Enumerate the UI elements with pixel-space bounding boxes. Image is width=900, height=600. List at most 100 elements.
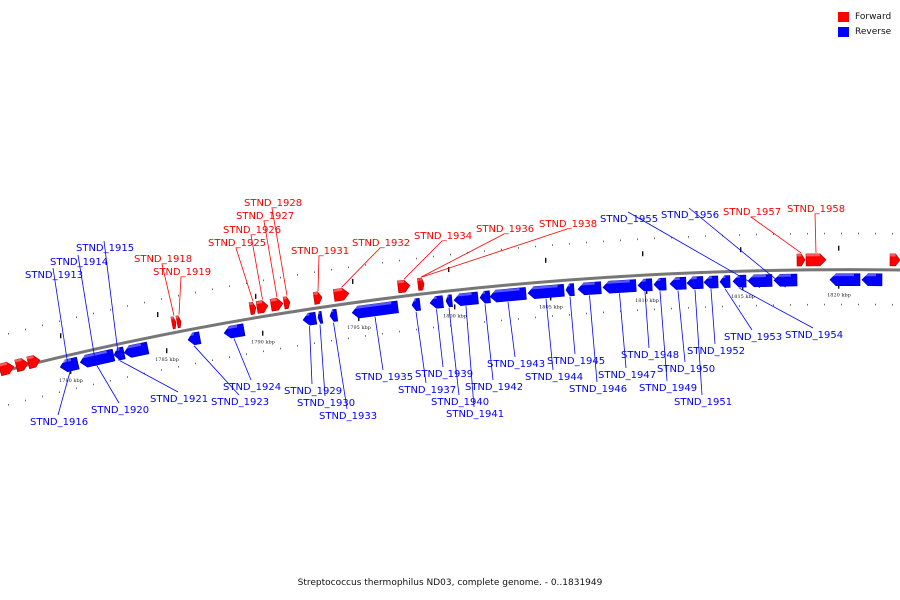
reverse-gene-arrow[interactable] [329,308,339,322]
gene-label[interactable]: STND_1947 [598,370,656,381]
reverse-gene-arrow[interactable] [489,287,527,303]
tick-label: 1815 kbp [731,294,755,300]
reverse-gene-arrow[interactable] [719,275,731,288]
reverse-gene-arrow[interactable] [411,297,422,312]
gene-label[interactable]: STND_1956 [661,210,719,221]
gene-label[interactable]: STND_1915 [76,243,134,254]
gene-label[interactable]: STND_1931 [291,246,349,257]
reverse-gene-arrow[interactable] [703,275,719,289]
reverse-gene-arrow[interactable] [773,273,798,287]
gene-label[interactable]: STND_1946 [569,384,627,395]
gene-label[interactable]: STND_1923 [211,397,269,408]
reverse-gene-arrow[interactable] [223,323,246,339]
gene-label[interactable]: STND_1948 [621,350,679,361]
forward-gene-arrow[interactable] [282,296,291,310]
reverse-gene-arrow[interactable] [861,273,883,287]
forward-gene-arrow[interactable] [248,301,257,315]
reverse-gene-arrow[interactable] [79,348,116,368]
forward-gene-arrow[interactable] [170,316,177,330]
reverse-gene-arrow[interactable] [577,281,602,296]
gene-label[interactable]: STND_1955 [600,214,658,225]
gene-label[interactable]: STND_1957 [723,207,781,218]
minor-tick-upper [433,255,434,258]
gene-label[interactable]: STND_1941 [446,409,504,420]
forward-gene-arrow[interactable] [805,253,827,267]
label-leader-line [644,292,650,349]
gene-arrow-shape [489,287,527,303]
reverse-gene-arrow[interactable] [653,277,667,291]
gene-label[interactable]: STND_1953 [724,332,782,343]
gene-arrow-highlight [862,273,877,277]
forward-gene-arrow[interactable] [269,297,284,312]
gene-label[interactable]: STND_1951 [674,397,732,408]
gene-label[interactable]: STND_1944 [525,372,583,383]
forward-gene-arrow[interactable] [418,277,425,291]
forward-gene-arrow[interactable] [175,315,182,329]
gene-label[interactable]: STND_1918 [134,254,192,265]
gene-label[interactable]: STND_1932 [352,238,410,249]
gene-arrow-highlight [123,343,142,350]
gene-label[interactable]: STND_1934 [414,231,472,242]
gene-label[interactable]: STND_1913 [25,270,83,281]
gene-label[interactable]: STND_1940 [431,397,489,408]
gene-label[interactable]: STND_1942 [465,382,523,393]
reverse-gene-arrow[interactable] [60,356,80,372]
gene-label[interactable]: STND_1929 [284,386,342,397]
genome-backbone [0,268,900,374]
gene-label[interactable]: STND_1949 [639,383,697,394]
gene-label[interactable]: STND_1938 [539,219,597,230]
reverse-gene-arrow[interactable] [829,273,861,286]
minor-tick-upper [569,242,570,245]
forward-gene-arrow[interactable] [255,300,269,314]
gene-label[interactable]: STND_1928 [244,198,302,209]
forward-gene-arrow[interactable] [396,279,411,294]
gene-label[interactable]: STND_1936 [476,224,534,235]
gene-label[interactable]: STND_1933 [319,411,377,422]
gene-label[interactable]: STND_1950 [657,364,715,375]
forward-gene-arrow[interactable] [889,253,900,267]
forward-gene-arrow[interactable] [796,253,806,267]
reverse-gene-arrow[interactable] [686,276,704,290]
forward-gene-arrow[interactable] [312,291,323,305]
reverse-gene-arrow[interactable] [302,311,318,326]
gene-label[interactable]: STND_1921 [150,394,208,405]
reverse-gene-arrow[interactable] [602,279,637,294]
gene-label[interactable]: STND_1927 [236,211,294,222]
forward-gene-arrow[interactable] [26,354,42,370]
reverse-gene-arrow[interactable] [351,300,399,319]
reverse-gene-arrow[interactable] [637,278,653,292]
gene-label[interactable]: STND_1937 [398,385,456,396]
gene-label[interactable]: STND_1930 [297,398,355,409]
gene-label[interactable]: STND_1958 [787,204,845,215]
gene-label[interactable]: STND_1914 [50,257,108,268]
reverse-gene-arrow[interactable] [747,274,773,288]
reverse-gene-arrow[interactable] [445,294,453,308]
reverse-gene-arrow[interactable] [527,283,565,299]
gene-label[interactable]: STND_1920 [91,405,149,416]
forward-gene-arrow[interactable] [14,357,30,373]
gene-label[interactable]: STND_1919 [153,267,211,278]
gene-label[interactable]: STND_1924 [223,382,281,393]
gene-label[interactable]: STND_1945 [547,356,605,367]
minor-tick-upper [212,288,213,291]
forward-gene-arrow[interactable] [0,361,15,377]
reverse-gene-arrow[interactable] [429,295,444,309]
reverse-gene-arrow[interactable] [317,310,324,324]
reverse-gene-arrow[interactable] [453,291,479,307]
reverse-gene-arrow[interactable] [669,276,687,290]
forward-gene-arrow[interactable] [332,287,350,302]
major-tick [742,285,744,291]
gene-label[interactable]: STND_1935 [355,372,413,383]
gene-label[interactable]: STND_1926 [223,225,281,236]
gene-label[interactable]: STND_1925 [208,238,266,249]
reverse-gene-arrow[interactable] [186,331,202,346]
reverse-gene-arrow[interactable] [732,274,747,288]
gene-label[interactable]: STND_1952 [687,346,745,357]
reverse-gene-arrow[interactable] [565,283,575,297]
reverse-gene-arrow[interactable] [479,290,491,304]
gene-label[interactable]: STND_1939 [415,369,473,380]
gene-label[interactable]: STND_1954 [785,330,843,341]
gene-label[interactable]: STND_1943 [487,359,545,370]
reverse-gene-arrow[interactable] [123,341,150,359]
gene-label[interactable]: STND_1916 [30,417,88,428]
